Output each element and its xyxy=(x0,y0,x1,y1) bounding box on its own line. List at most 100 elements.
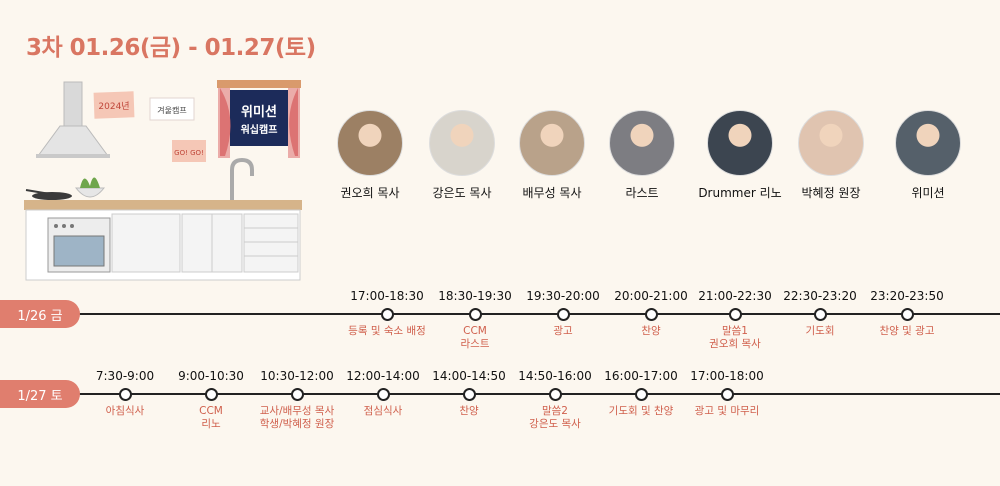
slot-time: 23:20-23:50 xyxy=(870,289,944,303)
speaker-avatar xyxy=(609,110,675,176)
timeline-line xyxy=(0,393,1000,395)
speaker-avatar xyxy=(798,110,864,176)
slot-time: 14:00-14:50 xyxy=(432,369,506,383)
kitchen-illustration: 2024년 겨울캠프 GO! GO! 위미션 워십캠프 xyxy=(24,80,302,281)
poster-line1: 위미션 xyxy=(241,104,277,120)
slot-time: 19:30-20:00 xyxy=(526,289,600,303)
timeline-node xyxy=(548,387,562,401)
speaker-avatar xyxy=(895,110,961,176)
speaker-card: 권오희 목사 xyxy=(315,110,425,201)
slot-time: 20:00-21:00 xyxy=(614,289,688,303)
slot-time: 7:30-9:00 xyxy=(95,369,155,383)
timeline-node xyxy=(118,387,132,401)
slot-event: 찬양 xyxy=(459,405,478,418)
timeline-node xyxy=(644,307,658,321)
poster-line2: 워십캠프 xyxy=(241,123,278,136)
slot-event-line: 말씀2 xyxy=(541,405,569,417)
slot-event: 광고 xyxy=(553,325,572,338)
slot-event: 점심식사 xyxy=(364,405,403,418)
speaker-name: 박혜정 원장 xyxy=(801,186,861,200)
speaker-card: 박혜정 원장 xyxy=(776,110,886,201)
note-gogo-text: GO! GO! xyxy=(174,149,204,157)
slot-event: 찬양 xyxy=(641,325,660,338)
slot-event-line: 강은도 목사 xyxy=(529,418,581,430)
timeline-node xyxy=(290,387,304,401)
speaker-name: 위미션 xyxy=(911,186,945,200)
day-label: 1/26 금 xyxy=(0,300,80,328)
slot-event: 등록 및 숙소 배정 xyxy=(348,325,426,338)
slot-time: 10:30-12:00 xyxy=(260,369,334,383)
timeline-node xyxy=(900,307,914,321)
timeline-node xyxy=(462,387,476,401)
slot-event: 말씀2 강은도 목사 xyxy=(529,405,581,431)
slot-event-line: 광고 xyxy=(553,325,573,337)
timeline-node xyxy=(728,307,742,321)
slot-event-line: 리노 xyxy=(201,418,221,430)
day-label: 1/27 토 xyxy=(0,380,80,408)
timeline-node xyxy=(813,307,827,321)
slot-event-line: 라스트 xyxy=(460,338,490,350)
slot-time: 18:30-19:30 xyxy=(438,289,512,303)
sticky-note-2024: 2024년 xyxy=(93,91,135,119)
slot-event-line: 권오희 목사 xyxy=(709,338,761,350)
slot-time: 12:00-14:00 xyxy=(346,369,420,383)
speaker-card: 배무성 목사 xyxy=(497,110,607,201)
slot-event-line: CCM xyxy=(199,405,223,417)
speaker-avatar xyxy=(337,110,403,176)
speaker-name: 배무성 목사 xyxy=(522,186,582,200)
slot-event: 말씀1 권오희 목사 xyxy=(709,325,761,351)
slot-time: 17:00-18:00 xyxy=(690,369,764,383)
speaker-name: 라스트 xyxy=(625,186,659,200)
sticky-note-winter-camp: 겨울캠프 xyxy=(149,97,195,121)
speaker-avatar xyxy=(707,110,773,176)
slot-event-line: 아침식사 xyxy=(105,405,145,417)
slot-event: 아침식사 xyxy=(106,405,145,418)
slot-event-line: 기도회 xyxy=(805,325,835,337)
timeline-node xyxy=(556,307,570,321)
camp-poster: 위미션 워십캠프 xyxy=(217,80,301,158)
speaker-card: 위미션 xyxy=(873,110,983,201)
speaker-name: 강은도 목사 xyxy=(432,186,492,200)
slot-event-line: 말씀1 xyxy=(721,325,749,337)
speaker-avatar xyxy=(519,110,585,176)
slot-time: 16:00-17:00 xyxy=(604,369,678,383)
slot-time: 9:00-10:30 xyxy=(178,369,244,383)
slot-event: 기도회 xyxy=(806,325,835,338)
slot-event: 찬양 및 광고 xyxy=(880,325,935,338)
speaker-card: Drummer 리노 xyxy=(685,110,795,201)
timeline-node xyxy=(468,307,482,321)
page-title: 3차 01.26(금) - 01.27(토) xyxy=(26,35,316,61)
slot-time: 21:00-22:30 xyxy=(698,289,772,303)
timeline-node xyxy=(380,307,394,321)
slot-event-line: 기도회 및 찬양 xyxy=(608,405,674,417)
slot-event: CCM 리노 xyxy=(199,405,223,431)
slot-event-line: 점심식사 xyxy=(363,405,403,417)
note-2024-text: 2024년 xyxy=(98,101,129,112)
speaker-card: 라스트 xyxy=(587,110,697,201)
note-winter-text: 겨울캠프 xyxy=(157,105,186,115)
slot-time: 17:00-18:30 xyxy=(350,289,424,303)
speaker-avatar xyxy=(429,110,495,176)
timeline-node xyxy=(634,387,648,401)
slot-event: 광고 및 마무리 xyxy=(695,405,760,418)
speaker-name: Drummer 리노 xyxy=(698,186,782,200)
slot-time: 22:30-23:20 xyxy=(783,289,857,303)
slot-event-line: 찬양 xyxy=(459,405,479,417)
timeline-node xyxy=(204,387,218,401)
timeline-line xyxy=(0,313,1000,315)
slot-event-line: 학생/박혜정 원장 xyxy=(259,418,335,430)
slot-time: 14:50-16:00 xyxy=(518,369,592,383)
pan-icon xyxy=(25,189,72,200)
speaker-card: 강은도 목사 xyxy=(407,110,517,201)
speaker-name: 권오희 목사 xyxy=(340,186,400,200)
sticky-note-gogo: GO! GO! xyxy=(172,140,206,162)
slot-event-line: 광고 및 마무리 xyxy=(694,405,760,417)
slot-event: 교사/배무성 목사 학생/박혜정 원장 xyxy=(260,405,335,431)
slot-event-line: 등록 및 숙소 배정 xyxy=(348,325,426,337)
slot-event: CCM 라스트 xyxy=(461,325,490,351)
range-hood-icon xyxy=(36,81,110,158)
timeline-node xyxy=(376,387,390,401)
timeline-node xyxy=(720,387,734,401)
plant-bowl-icon xyxy=(74,177,106,198)
slot-event: 기도회 및 찬양 xyxy=(609,405,674,418)
